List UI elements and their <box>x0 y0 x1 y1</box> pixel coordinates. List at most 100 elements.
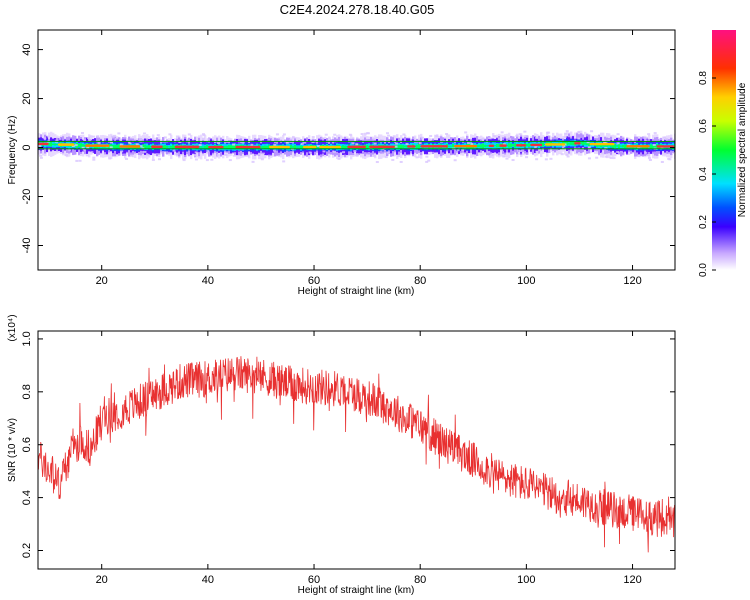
spectrogram-panel: 20 40 60 80 100 120 -40 -20 0 20 40 Height of str… <box>7 29 676 297</box>
heatmap-cell <box>290 144 293 150</box>
heatmap-cell <box>606 144 609 147</box>
heatmap-speck <box>92 158 96 161</box>
heatmap-speck <box>616 133 620 136</box>
heatmap-cell <box>118 144 121 149</box>
heatmap-core <box>174 145 200 149</box>
heatmap-cell <box>624 144 627 149</box>
heatmap-core <box>488 144 495 148</box>
heatmap-speck <box>517 149 521 152</box>
heatmap-cell <box>164 145 167 149</box>
heatmap-cell <box>582 141 585 146</box>
heatmap-cell <box>418 143 421 149</box>
heatmap-speck <box>206 150 210 153</box>
heatmap-speck <box>481 138 485 141</box>
heatmap-cell <box>206 144 209 150</box>
heatmap-core <box>656 145 675 148</box>
heatmap-speck <box>612 157 616 160</box>
heatmap-speck <box>324 133 328 136</box>
heatmap-cell <box>448 145 451 147</box>
heatmap-speck <box>258 153 262 156</box>
heatmap-speck <box>128 142 132 145</box>
heatmap-speck <box>38 144 42 147</box>
heatmap-core <box>57 143 75 146</box>
heatmap-speck <box>64 154 68 157</box>
heatmap-cell <box>654 145 657 148</box>
heatmap-speck <box>523 130 527 133</box>
heatmap-speck <box>607 139 611 142</box>
heatmap-core <box>369 145 395 149</box>
heatmap-speck <box>113 134 117 137</box>
heatmap-speck <box>425 155 429 158</box>
snr-y-label: SNR (10 * v/v) <box>7 418 18 482</box>
heatmap-cell <box>300 145 303 149</box>
spectrogram-y-tick-label: 40 <box>21 43 33 55</box>
heatmap-cell <box>48 142 51 146</box>
heatmap-speck <box>391 158 395 161</box>
heatmap-cell <box>294 144 297 150</box>
heatmap-speck <box>308 151 312 154</box>
heatmap-speck <box>342 151 346 154</box>
heatmap-speck <box>300 142 304 145</box>
heatmap-cell <box>622 145 625 148</box>
snr-y-tick-label: 0.2 <box>21 543 33 558</box>
heatmap-core <box>347 145 366 149</box>
heatmap-speck <box>321 137 325 140</box>
heatmap-speck <box>168 133 172 136</box>
heatmap-speck <box>143 150 147 153</box>
heatmap-cell <box>652 145 655 148</box>
heatmap-cell <box>510 143 513 148</box>
heatmap-cell <box>84 144 87 147</box>
snr-x-tick-label: 40 <box>202 574 214 586</box>
heatmap-cell <box>112 145 115 148</box>
snr-x-tick-label: 80 <box>414 574 426 586</box>
snr-series-line <box>38 356 675 553</box>
heatmap-speck <box>619 150 623 153</box>
heatmap-speck <box>175 135 179 138</box>
heatmap-speck <box>453 159 457 162</box>
heatmap-cell <box>506 144 509 147</box>
heatmap-cell <box>542 142 545 147</box>
heatmap-speck <box>500 131 504 134</box>
snr-y-tick-label: 1.0 <box>21 331 33 346</box>
heatmap-cell <box>78 143 81 147</box>
heatmap-speck <box>386 151 390 154</box>
heatmap-speck <box>228 159 232 162</box>
heatmap-cell <box>228 145 231 149</box>
heatmap-speck <box>544 158 548 161</box>
heatmap-speck <box>273 143 277 146</box>
heatmap-speck <box>109 146 113 149</box>
heatmap-cell <box>200 146 203 148</box>
heatmap-speck <box>353 150 357 153</box>
heatmap-speck <box>108 157 112 160</box>
heatmap-speck <box>381 148 385 151</box>
heatmap-speck <box>198 144 202 147</box>
heatmap-speck <box>210 158 214 161</box>
heatmap-cell <box>80 143 83 148</box>
heatmap-speck <box>267 138 271 141</box>
heatmap-speck <box>143 132 147 135</box>
heatmap-speck <box>502 155 506 158</box>
heatmap-cell <box>494 145 497 147</box>
heatmap-speck <box>205 159 209 162</box>
heatmap-speck <box>394 142 398 145</box>
heatmap-speck <box>515 134 519 137</box>
heatmap-cell <box>478 144 481 148</box>
heatmap-speck <box>75 159 79 162</box>
heatmap-cell <box>496 144 499 148</box>
heatmap-core <box>407 145 416 148</box>
heatmap-cell <box>616 145 619 147</box>
heatmap-speck <box>86 146 90 149</box>
heatmap-cell <box>234 144 237 150</box>
heatmap-speck <box>55 139 59 142</box>
heatmap-speck <box>604 155 608 158</box>
heatmap-speck <box>456 149 460 152</box>
heatmap-cell <box>620 145 623 147</box>
heatmap-speck <box>217 142 221 145</box>
heatmap-speck <box>117 132 121 135</box>
heatmap-speck <box>587 146 591 149</box>
heatmap-cell <box>484 144 487 148</box>
snr-y-ticks: 0.2 0.4 0.6 0.8 1.0 <box>21 331 675 558</box>
heatmap-speck <box>562 145 566 148</box>
spectrogram-border <box>37 29 676 271</box>
heatmap-speck <box>327 137 331 140</box>
